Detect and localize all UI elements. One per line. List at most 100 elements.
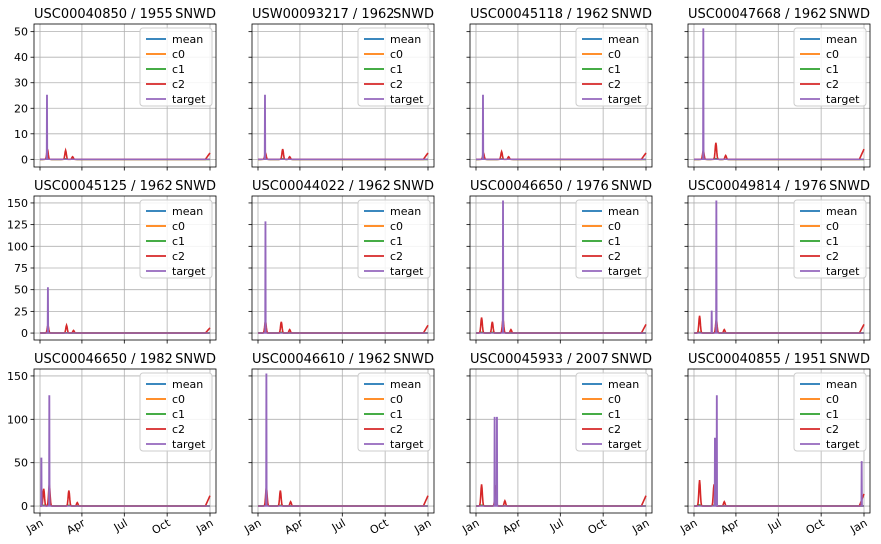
legend-label-mean: mean bbox=[608, 378, 639, 391]
axes-frame bbox=[687, 368, 871, 514]
x-tick-label: Jan bbox=[847, 516, 869, 536]
x-tick-label: Jan bbox=[677, 516, 699, 536]
legend-label-c0: c0 bbox=[826, 393, 839, 406]
series-target-line bbox=[40, 395, 210, 507]
subplot-4: USC00045125 / 1962 SNWD 0 25 50 75 100 125 150 me… bbox=[7, 179, 217, 344]
legend-box bbox=[793, 27, 867, 107]
y-tick-label: 25 bbox=[14, 305, 28, 318]
subplot-variable-label: SNWD bbox=[611, 7, 652, 22]
axes-frame bbox=[33, 368, 217, 514]
axes-frame bbox=[687, 23, 871, 168]
x-tick-label: Apr bbox=[718, 516, 741, 537]
legend-box bbox=[139, 199, 213, 279]
y-tick-label: 30 bbox=[14, 77, 28, 90]
subplot-variable-label: SNWD bbox=[175, 7, 216, 22]
axes-frame bbox=[469, 23, 653, 168]
subplot-title: USC00047668 / 1962 bbox=[688, 7, 827, 22]
y-tick-label: 100 bbox=[7, 413, 28, 426]
series-c2-line bbox=[40, 322, 211, 334]
y-tick-label: 100 bbox=[7, 240, 28, 253]
legend-label-mean: mean bbox=[390, 205, 421, 218]
series-c2-line bbox=[40, 147, 211, 161]
x-tick-label: Jan bbox=[23, 516, 45, 536]
series-target-line bbox=[258, 221, 428, 334]
subplot-title: USC00049814 / 1976 bbox=[688, 179, 827, 194]
subplot-title: USW00093217 / 1962 bbox=[252, 7, 395, 22]
subplot-5: USC00044022 / 1962 SNWD mean c0 c1 c2 target bbox=[248, 179, 435, 344]
legend-label-c2: c2 bbox=[608, 423, 621, 436]
y-tick-label: 150 bbox=[7, 197, 28, 210]
series-target-line bbox=[258, 373, 428, 507]
legend-label-target: target bbox=[826, 438, 860, 451]
series-c2-line bbox=[694, 479, 865, 507]
x-tick-label: Oct bbox=[368, 516, 392, 537]
y-tick-label: 0 bbox=[21, 327, 28, 340]
legend-label-c1: c1 bbox=[390, 235, 403, 248]
legend-label-c2: c2 bbox=[608, 78, 621, 91]
legend-box bbox=[357, 199, 431, 279]
subplot-2: USC00045118 / 1962 SNWD mean c0 c1 c2 target bbox=[466, 7, 653, 171]
legend-label-c2: c2 bbox=[172, 78, 185, 91]
legend-label-target: target bbox=[608, 93, 642, 106]
series-c2-line bbox=[39, 484, 211, 507]
subplot-variable-label: SNWD bbox=[829, 7, 870, 22]
series-c2-line bbox=[476, 149, 647, 161]
series-target-line bbox=[476, 416, 646, 507]
legend-label-c1: c1 bbox=[390, 63, 403, 76]
legend-label-c2: c2 bbox=[826, 250, 839, 263]
legend-box bbox=[575, 27, 649, 107]
x-tick-label: Jan bbox=[459, 516, 481, 536]
subplot-9: USC00046610 / 1962 SNWD Jan Apr Jul Oct Jan mea… bbox=[241, 352, 435, 537]
legend-label-c1: c1 bbox=[608, 63, 621, 76]
legend-label-mean: mean bbox=[172, 378, 203, 391]
legend-label-c0: c0 bbox=[390, 393, 403, 406]
subplot-title: USC00046610 / 1962 bbox=[252, 352, 391, 367]
legend-label-c1: c1 bbox=[608, 235, 621, 248]
series-target-line bbox=[40, 287, 210, 334]
legend-label-mean: mean bbox=[172, 205, 203, 218]
subplot-title: USC00045125 / 1962 bbox=[34, 179, 173, 194]
legend-label-c0: c0 bbox=[390, 48, 403, 61]
legend-label-target: target bbox=[390, 93, 424, 106]
legend-box bbox=[357, 372, 431, 452]
axes-frame bbox=[251, 368, 435, 514]
subplot-variable-label: SNWD bbox=[393, 7, 434, 22]
series-target-line bbox=[694, 200, 864, 334]
x-tick-label: Apr bbox=[64, 516, 87, 537]
legend-label-c0: c0 bbox=[826, 48, 839, 61]
legend-label-target: target bbox=[172, 265, 206, 278]
x-tick-label: Oct bbox=[804, 516, 828, 537]
legend-label-target: target bbox=[390, 438, 424, 451]
y-tick-label: 50 bbox=[14, 284, 28, 297]
y-tick-label: 0 bbox=[21, 500, 28, 513]
legend-label-c1: c1 bbox=[390, 408, 403, 421]
subplot-8: USC00046650 / 1982 SNWD 0 50 100 150 Jan Apr Jul… bbox=[7, 352, 217, 537]
series-target-line bbox=[40, 94, 210, 161]
legend-label-c2: c2 bbox=[390, 250, 403, 263]
legend-label-target: target bbox=[390, 265, 424, 278]
x-tick-label: Oct bbox=[586, 516, 610, 537]
series-c2-line bbox=[476, 484, 647, 507]
legend-box bbox=[357, 27, 431, 107]
legend-label-c2: c2 bbox=[826, 78, 839, 91]
subplot-title: USC00040850 / 1955 bbox=[34, 7, 173, 22]
legend-label-mean: mean bbox=[608, 33, 639, 46]
axes-frame bbox=[251, 23, 435, 168]
legend-label-c2: c2 bbox=[390, 78, 403, 91]
x-tick-label: Jul bbox=[547, 516, 566, 534]
legend-label-c0: c0 bbox=[390, 220, 403, 233]
y-tick-label: 0 bbox=[21, 153, 28, 166]
legend-box bbox=[793, 372, 867, 452]
series-c2-line bbox=[258, 486, 429, 507]
legend-box bbox=[575, 199, 649, 279]
legend-label-c0: c0 bbox=[826, 220, 839, 233]
subplot-3: USC00047668 / 1962 SNWD mean c0 c1 c2 target bbox=[684, 7, 871, 171]
legend-label-c2: c2 bbox=[172, 423, 185, 436]
subplot-variable-label: SNWD bbox=[611, 352, 652, 367]
legend-label-target: target bbox=[826, 93, 860, 106]
subplot-variable-label: SNWD bbox=[175, 179, 216, 194]
series-target-line bbox=[258, 94, 428, 161]
series-target-line bbox=[694, 395, 864, 507]
series-target-line bbox=[476, 200, 646, 334]
